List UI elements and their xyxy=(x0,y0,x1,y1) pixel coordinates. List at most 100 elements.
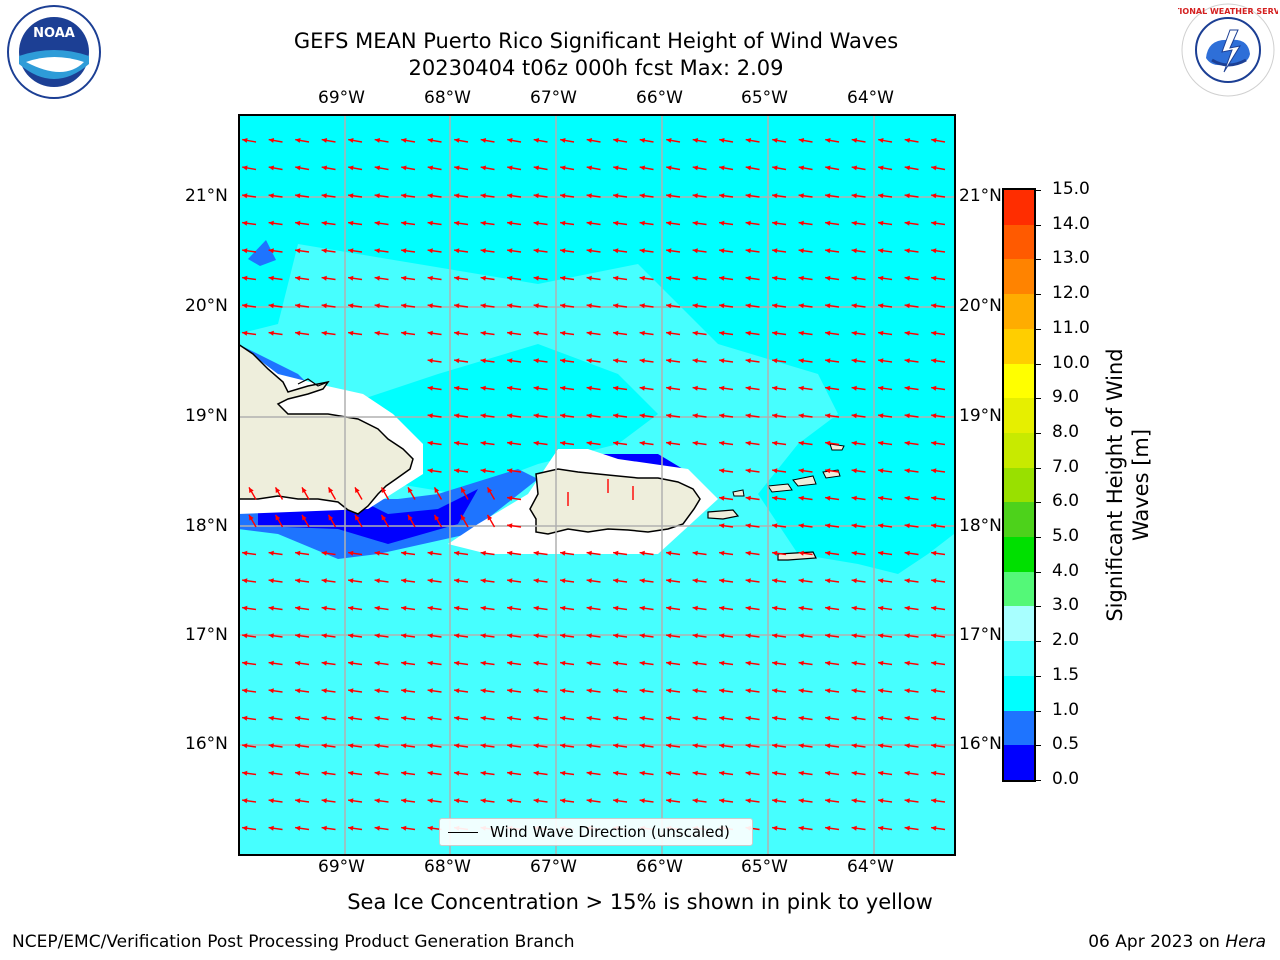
wind-wave-arrowhead xyxy=(613,715,619,721)
wind-wave-arrowhead xyxy=(639,660,645,666)
wind-wave-arrowhead xyxy=(427,248,433,254)
wave-field-east-1-0 xyxy=(798,394,954,554)
wind-wave-arrowhead xyxy=(507,138,513,143)
wind-wave-arrowhead xyxy=(427,605,433,611)
wind-wave-arrowhead xyxy=(798,358,804,364)
legend-label: Wind Wave Direction (unscaled) xyxy=(490,823,730,841)
colorbar-segment xyxy=(1004,675,1034,711)
wind-wave-arrowhead xyxy=(321,248,327,254)
wind-wave-arrowhead xyxy=(719,385,725,391)
wind-wave-arrowhead xyxy=(507,220,513,226)
wind-wave-arrowhead xyxy=(692,578,698,584)
wind-wave-arrowhead xyxy=(613,248,619,254)
wind-wave-arrowhead xyxy=(613,330,619,336)
wind-wave-arrowhead xyxy=(931,743,937,749)
wind-wave-arrowhead xyxy=(374,633,380,639)
wind-wave-arrowhead xyxy=(719,798,725,804)
wind-wave-arrowhead xyxy=(772,688,778,694)
wind-wave-arrowhead xyxy=(401,330,407,336)
wind-wave-arrowhead xyxy=(480,660,486,666)
wind-wave-arrowhead xyxy=(427,468,433,474)
wind-wave-arrowhead xyxy=(931,468,937,474)
wind-wave-arrowhead xyxy=(851,688,857,694)
wind-wave-arrowhead xyxy=(480,220,486,226)
wind-wave-arrowhead xyxy=(719,138,725,143)
wind-wave-arrowhead xyxy=(454,220,460,226)
wind-wave-arrowhead xyxy=(348,605,354,611)
wind-wave-arrowhead xyxy=(533,385,539,391)
wind-wave-arrowhead xyxy=(507,523,513,529)
lon-label-bottom: 64°W xyxy=(847,857,894,877)
wind-wave-arrowhead xyxy=(851,248,857,254)
wind-wave-arrowhead xyxy=(480,248,486,254)
wind-wave-arrowhead xyxy=(772,138,778,143)
wind-wave-arrowhead xyxy=(454,798,460,804)
wind-wave-arrowhead xyxy=(613,303,619,309)
colorbar-tick-label: 9.0 xyxy=(1052,387,1080,408)
footer-date: 06 Apr 2023 on Hera xyxy=(1088,932,1266,952)
wind-wave-arrowhead xyxy=(408,514,413,521)
map-legend: Wind Wave Direction (unscaled) xyxy=(439,818,753,846)
wind-wave-arrowhead xyxy=(719,248,725,254)
wind-wave-arrowhead xyxy=(666,605,672,611)
wind-wave-arrowhead xyxy=(825,358,831,364)
wind-wave-arrowhead xyxy=(639,193,645,199)
wind-wave-arrowhead xyxy=(798,550,804,556)
wind-wave-arrowhead xyxy=(666,248,672,254)
wind-wave-arrowhead xyxy=(719,330,725,336)
wind-wave-arrowhead xyxy=(427,715,433,721)
colorbar-segment xyxy=(1004,363,1034,399)
wind-wave-arrowhead xyxy=(348,715,354,721)
wind-wave-arrowhead xyxy=(480,633,486,639)
wind-wave-arrowhead xyxy=(851,715,857,721)
wind-wave-arrowhead xyxy=(904,578,910,584)
footer-credit: NCEP/EMC/Verification Post Processing Pr… xyxy=(12,932,575,952)
wind-wave-arrowhead xyxy=(639,798,645,804)
wind-wave-arrowhead xyxy=(507,798,513,804)
wind-wave-arrowhead xyxy=(454,275,460,281)
wind-wave-arrowhead xyxy=(639,715,645,721)
wind-wave-arrowhead xyxy=(586,385,592,391)
noaa-logo-text: NOAA xyxy=(33,26,75,41)
footer-date-text: 06 Apr 2023 on xyxy=(1088,932,1226,952)
wind-wave-arrowhead xyxy=(295,550,301,556)
wind-wave-arrowhead xyxy=(878,605,884,611)
wind-wave-arrowhead xyxy=(321,605,327,611)
wind-wave-arrowhead xyxy=(268,688,274,694)
wind-wave-arrowhead xyxy=(586,275,592,281)
colorbar-tick xyxy=(1034,502,1041,504)
wind-wave-arrowhead xyxy=(666,578,672,584)
wind-wave-arrowhead xyxy=(825,605,831,611)
wind-wave-arrowhead xyxy=(825,330,831,336)
wind-wave-arrowhead xyxy=(348,798,354,804)
wind-wave-arrowhead xyxy=(904,440,910,446)
wind-wave-arrowhead xyxy=(374,743,380,749)
colorbar-tick-label: 13.0 xyxy=(1052,248,1090,269)
wind-wave-arrowhead xyxy=(904,605,910,611)
wind-wave-arrowhead xyxy=(268,303,274,309)
colorbar-tick-label: 4.0 xyxy=(1052,560,1080,581)
wind-wave-arrowhead xyxy=(461,514,466,521)
wind-wave-arrowhead xyxy=(825,743,831,749)
wind-wave-arrowhead xyxy=(798,385,804,391)
wind-wave-arrowhead xyxy=(507,303,513,309)
wind-wave-arrowhead xyxy=(507,385,513,391)
wind-wave-arrowhead xyxy=(931,605,937,611)
wind-wave-arrowhead xyxy=(692,798,698,804)
lon-label-bottom: 66°W xyxy=(636,857,683,877)
culebra-land xyxy=(732,489,745,497)
wind-wave-arrowhead xyxy=(719,220,725,226)
colorbar-segment xyxy=(1004,745,1034,780)
wind-wave-arrowhead xyxy=(533,688,539,694)
lat-label-left: 21°N xyxy=(185,186,228,206)
wind-wave-arrowhead xyxy=(772,495,778,501)
wind-wave-arrowhead xyxy=(639,440,645,446)
wind-wave-arrowhead xyxy=(772,633,778,639)
wind-wave-arrowhead xyxy=(480,193,486,199)
wind-wave-arrowhead xyxy=(692,385,698,391)
wind-wave-arrowhead xyxy=(692,248,698,254)
wind-wave-arrowhead xyxy=(275,487,281,493)
colorbar-segment xyxy=(1004,432,1034,468)
wind-wave-arrowhead xyxy=(692,688,698,694)
wind-wave-arrowhead xyxy=(719,193,725,199)
